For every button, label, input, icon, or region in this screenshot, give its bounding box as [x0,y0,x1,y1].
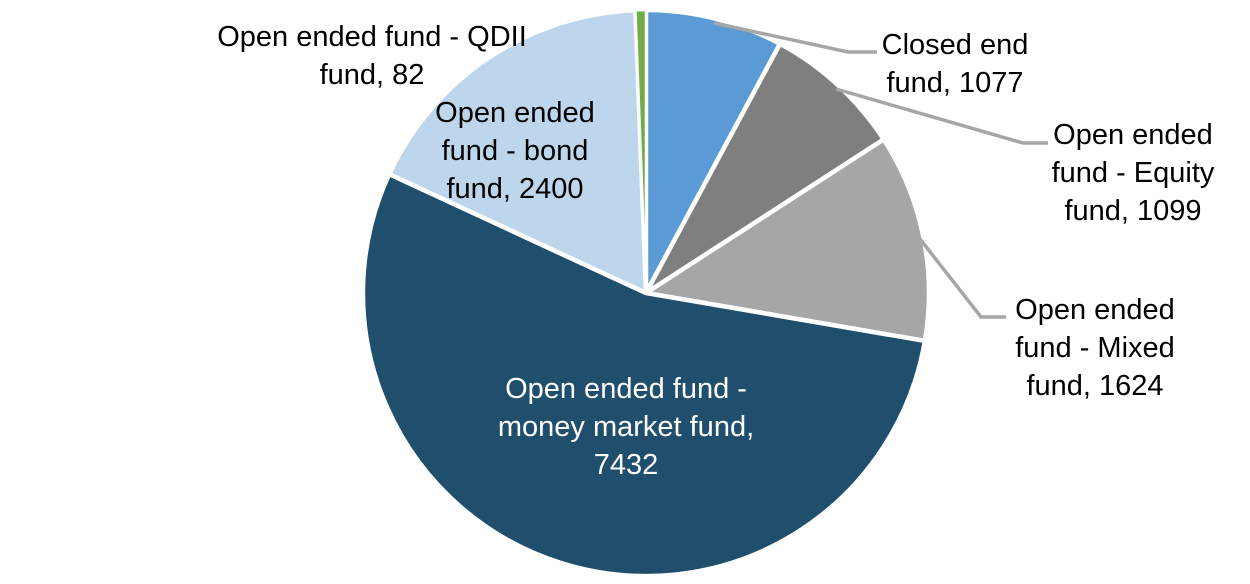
data-label-line: Closed end [881,29,1029,61]
pie-slice-mixed-fund[interactable] [643,137,932,344]
data-label-qdii-fund: Open ended fund - QDII fund, 82 [192,18,552,94]
pie-slice-equity-fund[interactable] [643,41,886,296]
leader-line-closed-end-fund [713,21,877,54]
data-label-line: fund, 1624 [1026,370,1164,402]
leader-line-equity-fund [835,87,1048,145]
data-label-line: Open ended [1015,294,1175,326]
data-label-line: fund, 82 [319,59,425,91]
leader-line-mixed-fund [918,237,1006,319]
data-label-line: fund, 2400 [446,173,584,205]
pie-slice-bond-fund[interactable] [386,7,649,296]
data-label-line: Open ended fund - QDII [217,21,527,53]
pie-slices [360,7,932,579]
data-label-line: fund - Mixed [1015,332,1175,364]
data-label-line: fund, 1077 [886,67,1024,99]
data-label-money-market-fund: Open ended fund - money market fund, 743… [466,370,786,484]
data-label-mixed-fund: Open ended fund - Mixed fund, 1624 [1003,291,1187,405]
data-label-line: Open ended fund - [505,373,747,405]
data-label-line: fund - Equity [1051,157,1215,189]
data-label-line: Open ended [1053,119,1213,151]
data-label-closed-end-fund: Closed end fund, 1077 [863,26,1047,102]
pie-slice-closed-end-fund[interactable] [643,7,783,296]
data-label-line: fund - bond [441,135,589,167]
data-label-line: fund, 1099 [1064,195,1202,227]
pie-slice-qdii-fund[interactable] [634,8,648,295]
data-label-line: Open ended [435,97,595,129]
data-label-equity-fund: Open ended fund - Equity fund, 1099 [1041,116,1225,230]
data-label-bond-fund: Open ended fund - bond fund, 2400 [423,94,607,208]
data-label-line: 7432 [593,449,659,481]
leader-lines [713,21,1048,319]
pie-slice-money-market-fund[interactable] [360,171,928,579]
data-label-line: money market fund, [497,411,755,443]
